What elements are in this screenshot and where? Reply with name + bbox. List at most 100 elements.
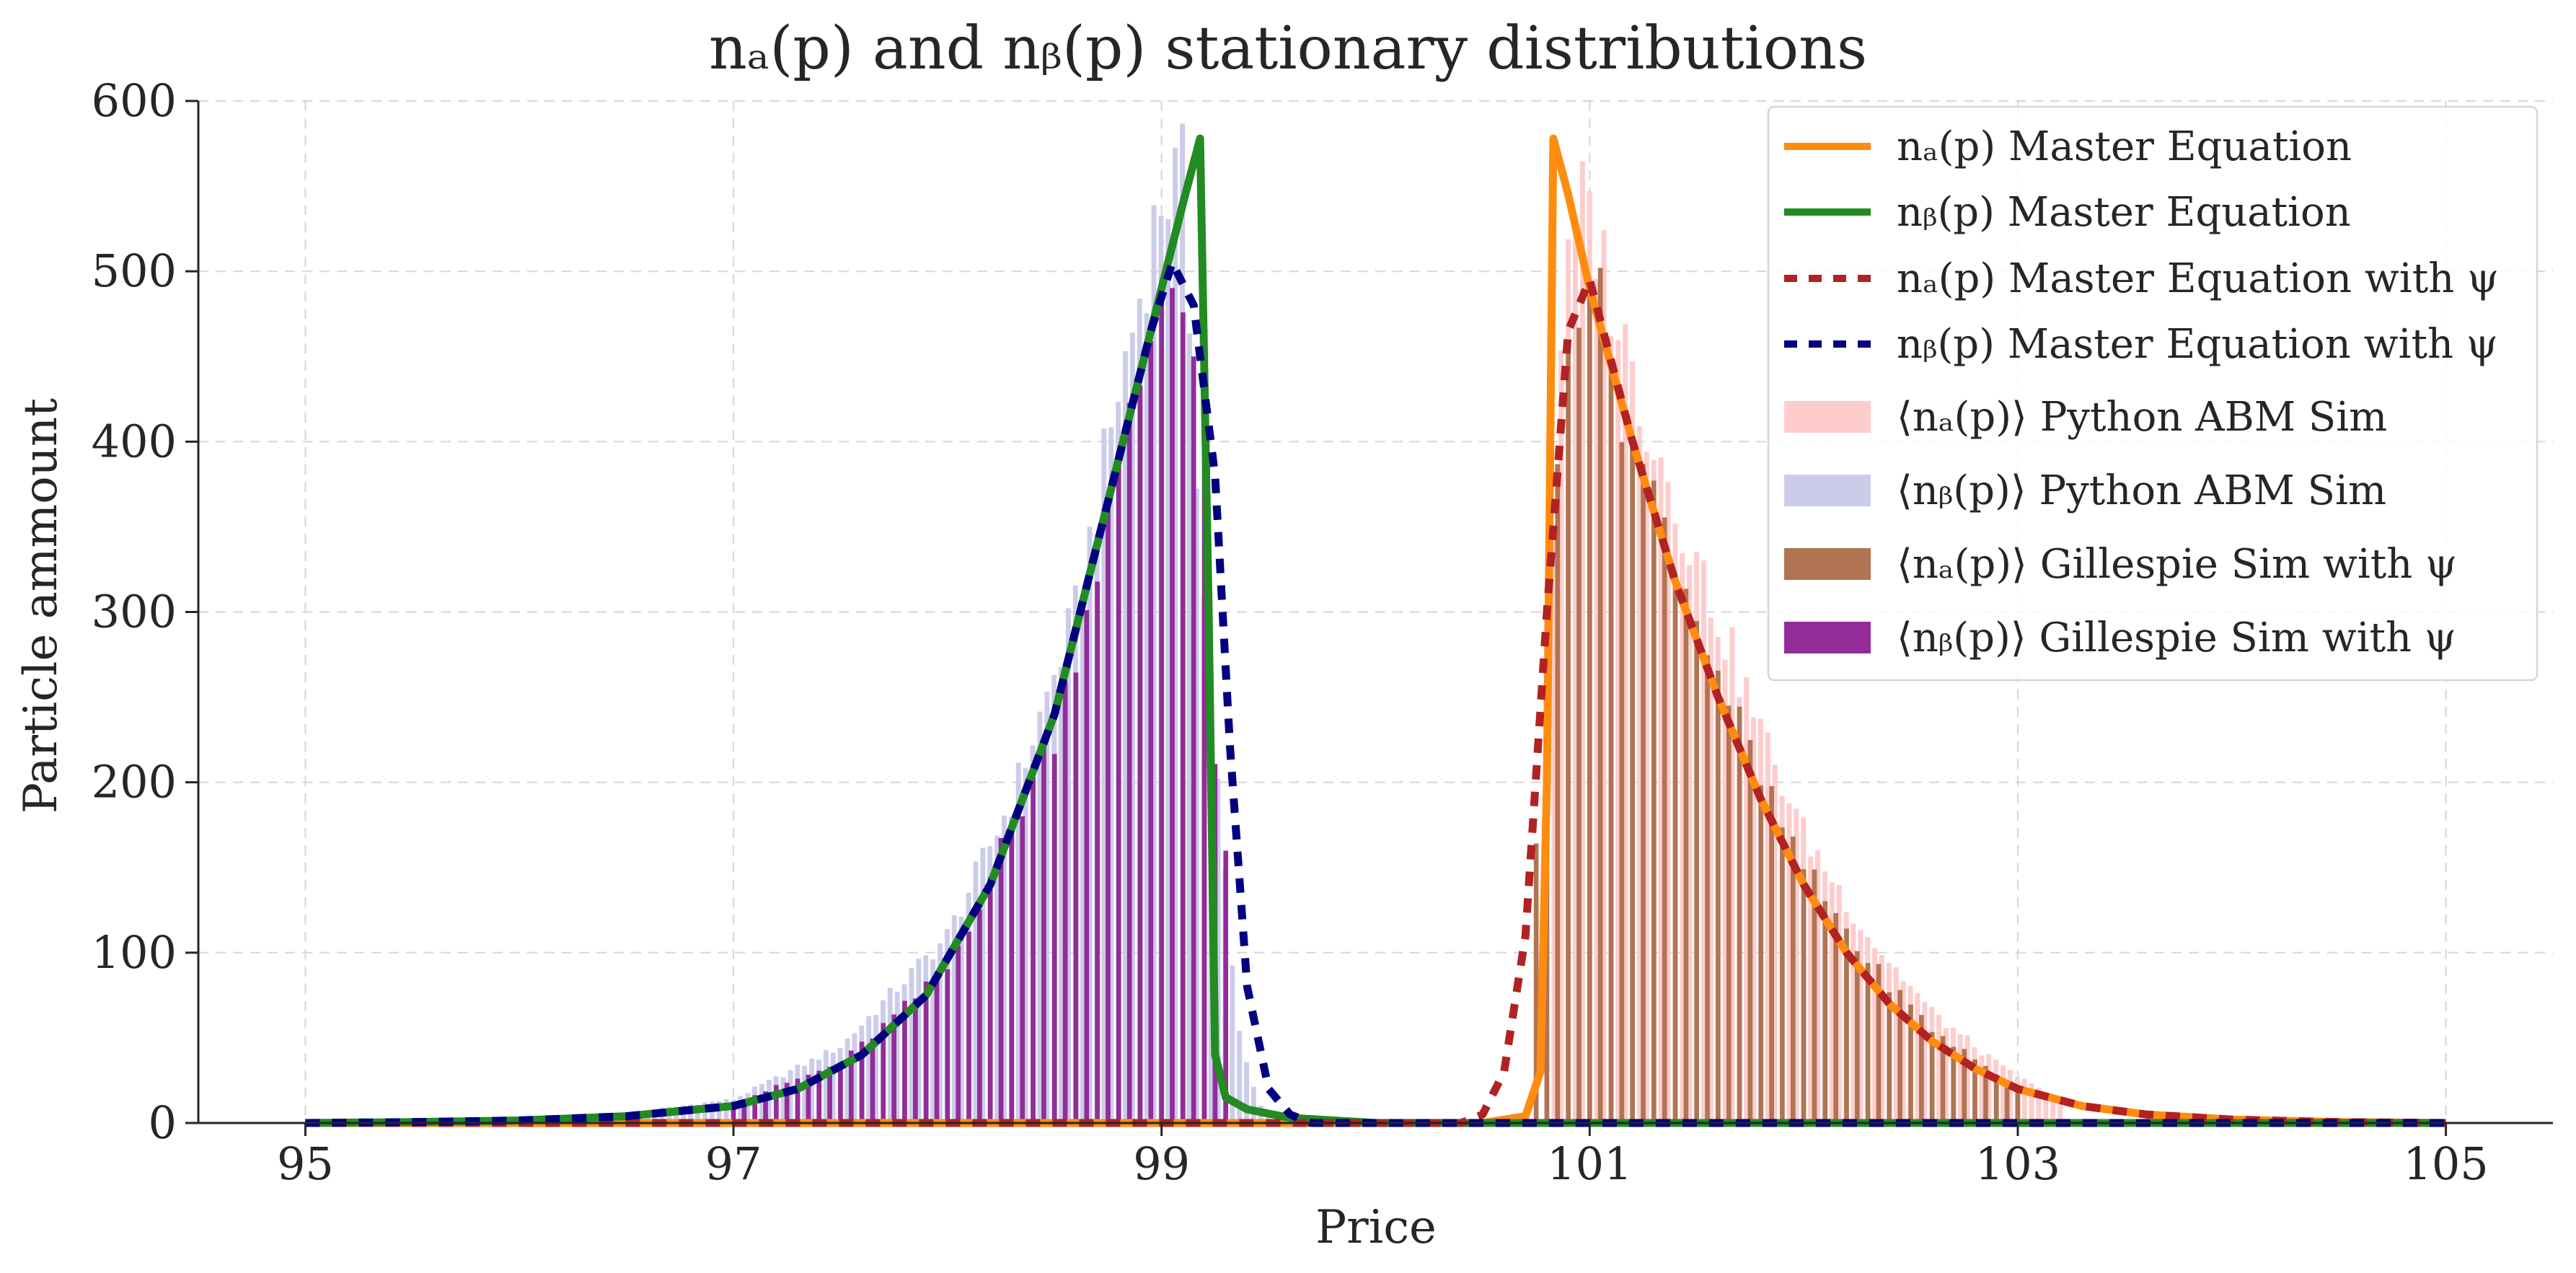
na_python-bar — [1979, 1055, 1985, 1123]
nb_python-bar — [1037, 711, 1043, 1123]
na_gillespie-bar — [1597, 268, 1603, 1123]
nb_python-bar — [916, 959, 922, 1123]
nb_gillespie-bar — [870, 1038, 875, 1123]
na_gillespie-bar — [1940, 1036, 1946, 1123]
legend-label-na_gillespie: ⟨nₐ(p)⟩ Gillespie Sim with ψ — [1897, 541, 2457, 588]
na_gillespie-bar — [1533, 843, 1539, 1123]
na_gillespie-bar — [1683, 589, 1689, 1123]
nb_gillespie-bar — [1116, 458, 1121, 1123]
nb_python-bar — [994, 835, 1000, 1123]
nb_python-bar — [873, 1015, 879, 1123]
y-tick-label: 200 — [92, 756, 177, 809]
curves-layer — [305, 134, 2446, 1127]
nb_python-bar — [844, 1038, 850, 1123]
na_python-bar — [1936, 1015, 1942, 1123]
x-tick-label: 95 — [277, 1137, 334, 1190]
na_python-bar — [1708, 617, 1713, 1123]
na_gillespie-bar — [1822, 901, 1828, 1123]
nb_python-bar — [1087, 527, 1093, 1123]
nb_gillespie-bar — [838, 1064, 843, 1123]
nb_python-bar — [1265, 1114, 1271, 1123]
nb_python-bar — [1250, 1086, 1256, 1123]
na_python-bar — [1893, 967, 1899, 1123]
legend-swatch-nb_python — [1784, 475, 1871, 506]
na_python-bar — [2057, 1102, 2063, 1123]
na_python-bar — [1851, 923, 1856, 1123]
na_gillespie-bar — [1887, 992, 1892, 1123]
na_python-bar — [1601, 229, 1607, 1123]
nb_gillespie-bar — [816, 1070, 822, 1123]
nb_gillespie-bar — [1201, 442, 1207, 1123]
na_python-bar — [1744, 677, 1750, 1123]
na_gillespie-bar — [1705, 655, 1710, 1123]
na_gillespie-bar — [1737, 706, 1742, 1123]
nb_gillespie-bar — [891, 1014, 896, 1123]
na_python-bar — [1879, 955, 1884, 1123]
na_gillespie-bar — [1726, 705, 1732, 1123]
nb_gillespie-bar — [1051, 754, 1057, 1123]
nb_python-bar — [973, 861, 979, 1123]
nb_gillespie-bar — [731, 1104, 736, 1123]
nb_gillespie-bar — [998, 838, 1004, 1123]
na_python-bar — [1858, 930, 1863, 1123]
na_gillespie-bar — [1641, 464, 1646, 1123]
na_python-bar — [1644, 452, 1649, 1123]
nb_gillespie-bar — [1073, 672, 1079, 1123]
y-tick-label: 100 — [92, 926, 177, 979]
nb_gillespie-bar — [827, 1067, 832, 1123]
nb_gillespie-bar — [977, 909, 982, 1123]
na_python-bar — [1658, 457, 1664, 1123]
nb_python-bar — [1165, 219, 1171, 1123]
na_python-bar — [2029, 1083, 2034, 1123]
y-tick-label: 0 — [149, 1096, 177, 1149]
na_python-bar — [1701, 560, 1706, 1123]
x-tick-label: 105 — [2403, 1137, 2488, 1190]
na_python-bar — [2043, 1095, 2049, 1123]
legend-label-na_psi: nₐ(p) Master Equation with ψ — [1897, 255, 2499, 302]
nb_python-bar — [1187, 333, 1192, 1123]
nb_gillespie-bar — [1126, 402, 1132, 1123]
x-tick-label: 101 — [1547, 1137, 1632, 1190]
na_gillespie-bar — [1576, 327, 1582, 1123]
na_python-bar — [1836, 885, 1842, 1123]
nb_gillespie-bar — [966, 931, 971, 1123]
nb_python-bar — [766, 1080, 772, 1123]
na_python-bar — [1765, 732, 1770, 1123]
nb_python-bar — [930, 959, 936, 1123]
nb_python-bar — [1151, 205, 1157, 1123]
na_gillespie-bar — [1812, 869, 1817, 1123]
na_gillespie-bar — [1716, 670, 1721, 1123]
nb_gillespie-bar — [1062, 682, 1068, 1123]
na_python-bar — [1751, 717, 1757, 1123]
nb_python-bar — [830, 1052, 836, 1123]
nb_python-bar — [1015, 762, 1021, 1123]
na_python-bar — [1957, 1034, 1963, 1123]
nb_gillespie-bar — [848, 1050, 854, 1123]
na_python-bar — [1558, 350, 1564, 1123]
na_gillespie-bar — [2015, 1087, 2021, 1123]
nb_python-bar — [1215, 778, 1221, 1123]
na_python-bar — [1665, 482, 1671, 1123]
na_gillespie-bar — [1662, 517, 1667, 1123]
na_python-bar — [1579, 161, 1585, 1124]
na_gillespie-bar — [1833, 912, 1838, 1123]
na_gillespie-bar — [1801, 869, 1807, 1123]
nb_python-bar — [745, 1093, 751, 1123]
nb_python-bar — [866, 1016, 872, 1123]
nb_gillespie-bar — [1095, 581, 1100, 1123]
nb_python-bar — [759, 1084, 764, 1123]
y-tick-label: 500 — [92, 245, 177, 297]
legend-swatch-nb_gillespie — [1784, 622, 1871, 653]
na_gillespie-bar — [1993, 1075, 1999, 1123]
na_gillespie-bar — [1672, 588, 1678, 1123]
na_gillespie-bar — [1555, 464, 1561, 1123]
nb_gillespie-bar — [1159, 295, 1165, 1124]
legend-swatch-na_gillespie — [1784, 548, 1871, 580]
nb_gillespie-bar — [774, 1085, 779, 1123]
legend-label-na_python: ⟨nₐ(p)⟩ Python ABM Sim — [1897, 394, 2387, 441]
na_gillespie-bar — [1951, 1047, 1957, 1123]
na_gillespie-bar — [1972, 1060, 1977, 1123]
na_python-bar — [1594, 278, 1600, 1123]
nb_gillespie-bar — [1106, 501, 1111, 1123]
